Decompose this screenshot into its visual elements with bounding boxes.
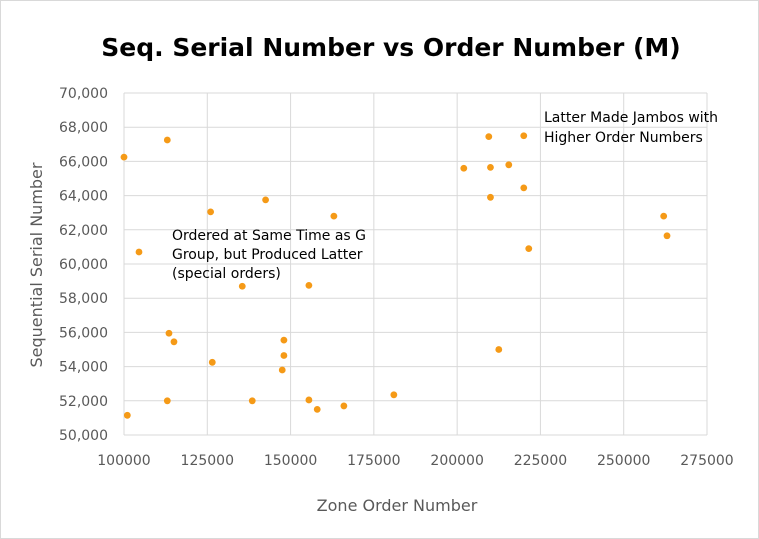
y-tick-label: 66,000 <box>59 154 108 170</box>
data-point <box>280 352 288 359</box>
data-point <box>120 153 128 161</box>
annotation-line: Latter Made Jambos with <box>544 110 718 126</box>
y-tick-label: 62,000 <box>59 223 108 239</box>
data-point <box>660 212 668 220</box>
data-point <box>390 391 398 399</box>
data-point <box>163 397 171 405</box>
y-axis-title: Sequential Serial Number <box>27 162 46 367</box>
data-point <box>170 338 178 346</box>
data-point <box>280 336 288 344</box>
x-tick-label: 225000 <box>514 453 567 469</box>
data-point <box>340 402 348 410</box>
y-tick-label: 52,000 <box>59 394 108 410</box>
chart-title: Seq. Serial Number vs Order Number (M) <box>101 33 680 62</box>
data-point <box>208 358 216 366</box>
x-tick-label: 175000 <box>347 453 400 469</box>
data-point <box>525 245 533 253</box>
data-point <box>135 248 143 256</box>
data-point <box>487 163 494 171</box>
x-axis-title: Zone Order Number <box>317 496 478 515</box>
x-tick-label: 150000 <box>264 453 317 469</box>
data-point <box>460 164 468 172</box>
data-point <box>520 132 528 140</box>
x-tick-label: 250000 <box>597 453 650 469</box>
y-tick-label: 60,000 <box>59 257 108 273</box>
data-point <box>262 196 269 204</box>
y-tick-label: 70,000 <box>59 86 108 102</box>
data-points <box>120 132 671 419</box>
data-point <box>165 329 173 337</box>
annotation-line: Higher Order Numbers <box>544 130 703 146</box>
data-point <box>495 346 503 353</box>
data-point <box>487 193 494 201</box>
data-point <box>313 405 321 413</box>
data-point <box>305 281 313 289</box>
y-tick-label: 68,000 <box>59 120 108 136</box>
y-tick-label: 58,000 <box>59 291 108 307</box>
gridlines <box>123 92 708 436</box>
data-point <box>520 184 528 192</box>
data-point <box>305 396 313 404</box>
x-tick-label: 200000 <box>430 453 483 469</box>
y-tick-label: 50,000 <box>59 428 108 444</box>
annotation-line: (special orders) <box>172 266 281 282</box>
annotation-jambos: Latter Made Jambos with Higher Order Num… <box>544 110 718 146</box>
x-tick-label: 125000 <box>181 453 234 469</box>
data-point <box>663 232 671 240</box>
data-point <box>123 411 131 419</box>
y-tick-label: 54,000 <box>59 360 108 376</box>
x-tick-label: 275000 <box>680 453 733 469</box>
y-tick-label: 64,000 <box>59 189 108 205</box>
y-tick-label: 56,000 <box>59 325 108 341</box>
annotation-special-orders: Ordered at Same Time as G Group, but Pro… <box>172 228 366 282</box>
data-point <box>163 136 171 144</box>
annotation-line: Ordered at Same Time as G <box>172 228 366 244</box>
tick-labels: 50,000 52,000 54,000 56,000 58,000 60,000 62,0… <box>59 86 734 469</box>
x-tick-label: 100000 <box>97 453 150 469</box>
annotation-line: Group, but Produced Latter <box>172 247 363 263</box>
data-point <box>485 133 493 141</box>
data-point <box>207 208 215 216</box>
data-point <box>238 282 246 290</box>
data-point <box>330 212 338 220</box>
data-point <box>248 397 256 405</box>
data-point <box>278 366 286 374</box>
data-point <box>505 161 513 169</box>
